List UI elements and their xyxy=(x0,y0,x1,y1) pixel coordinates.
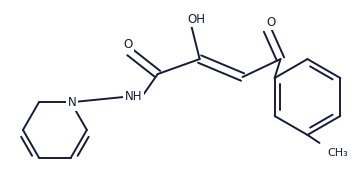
Text: CH₃: CH₃ xyxy=(328,148,348,158)
Text: NH: NH xyxy=(125,90,143,103)
Text: O: O xyxy=(266,16,275,29)
Text: OH: OH xyxy=(188,13,206,26)
Text: O: O xyxy=(123,38,132,50)
Text: N: N xyxy=(67,96,76,109)
